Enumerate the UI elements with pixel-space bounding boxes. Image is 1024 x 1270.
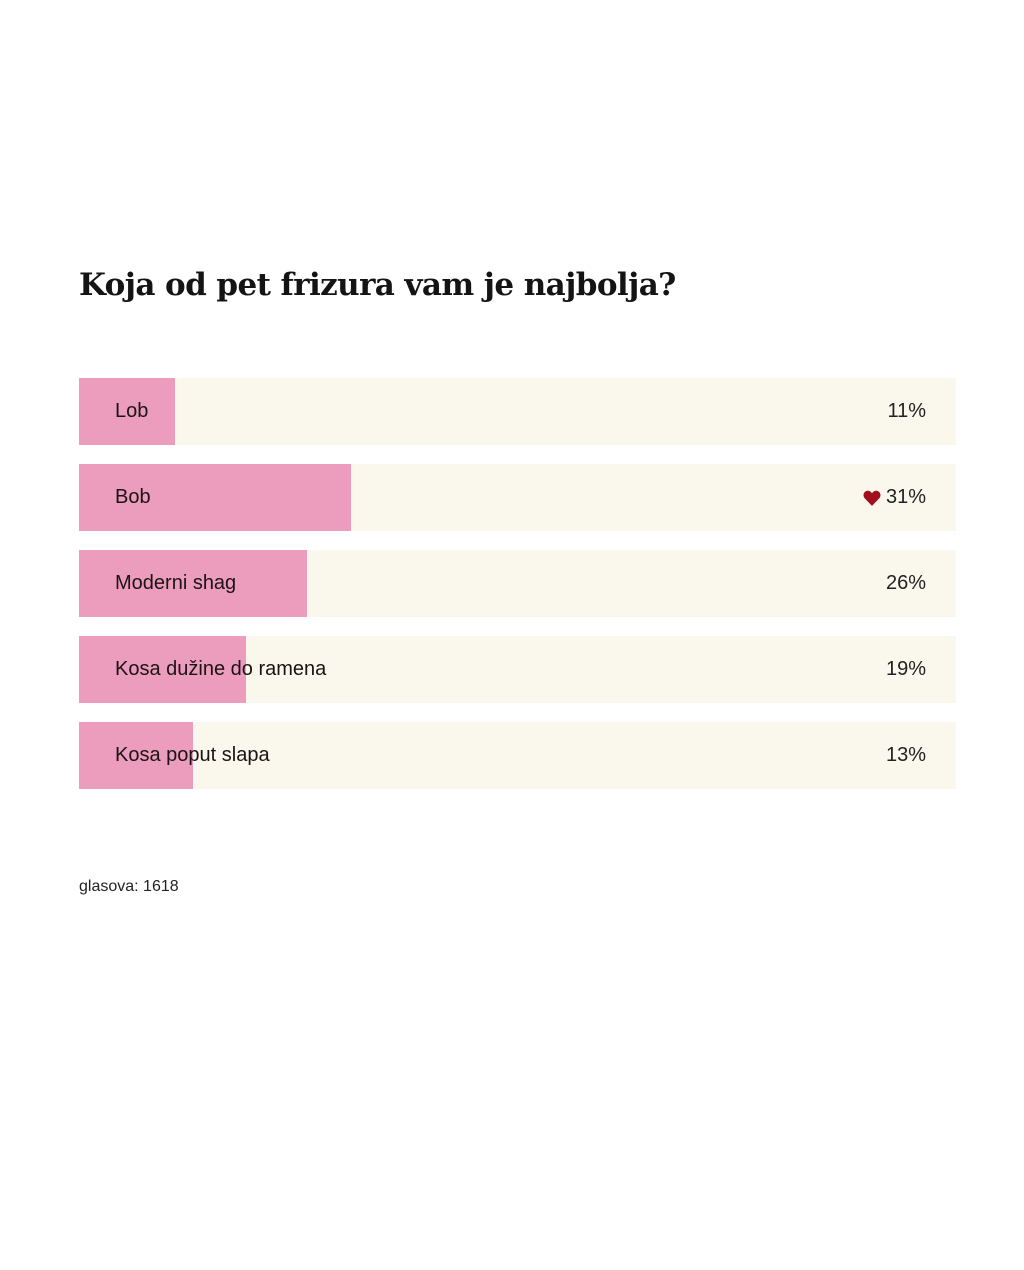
poll-option-percent: 11% [887, 400, 926, 422]
poll-options: Lob 11% Bob 31% Moderni shag 26% Ko [79, 378, 956, 789]
poll-option-result: 13% [886, 722, 926, 789]
poll-widget: Koja od pet frizura vam je najbolja? Lob… [79, 262, 956, 808]
poll-option-label: Bob [115, 486, 151, 508]
poll-option-kosa-duzine-do-ramena[interactable]: Kosa dužine do ramena 19% [79, 636, 956, 703]
poll-option-result: 19% [886, 636, 926, 703]
poll-option-bar-fill [79, 636, 246, 703]
poll-option-result: 26% [886, 550, 926, 617]
poll-option-label: Moderni shag [115, 572, 237, 594]
poll-option-percent: 13% [885, 744, 926, 766]
poll-option-bar-fill [79, 722, 193, 789]
poll-option-bob[interactable]: Bob 31% [79, 464, 956, 531]
poll-option-label: Kosa dužine do ramena [115, 658, 327, 680]
poll-option-moderni-shag[interactable]: Moderni shag 26% [79, 550, 956, 617]
poll-option-lob[interactable]: Lob 11% [79, 378, 956, 445]
poll-option-percent: 19% [885, 658, 926, 680]
poll-option-percent: 26% [885, 572, 926, 594]
poll-option-result: 11% [887, 378, 926, 445]
poll-option-bar-fill [79, 464, 351, 531]
poll-option-label: Kosa poput slapa [115, 744, 270, 766]
poll-option-bar-fill [79, 378, 176, 445]
poll-option-result: 31% [863, 464, 926, 531]
poll-question: Koja od pet frizura vam je najbolja? [79, 267, 676, 303]
heart-icon [863, 490, 881, 506]
poll-option-kosa-poput-slapa[interactable]: Kosa poput slapa 13% [79, 722, 956, 789]
vote-count: glasova: 1618 [79, 878, 179, 895]
poll-option-percent: 31% [885, 486, 926, 508]
poll-option-bar-fill [79, 550, 308, 617]
poll-option-label: Lob [115, 400, 149, 422]
